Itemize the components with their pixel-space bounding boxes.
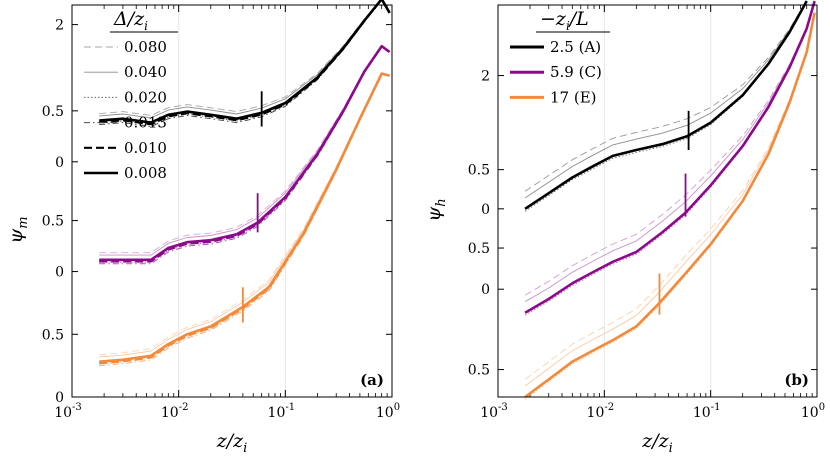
y-axis-label: ψh bbox=[423, 198, 449, 221]
y-axis-label: ψm bbox=[5, 216, 31, 243]
series-line-thin bbox=[524, 0, 816, 296]
y-tick-label: 0.5 bbox=[468, 363, 490, 379]
panel-label: (b) bbox=[784, 371, 809, 389]
legend-label: 0.010 bbox=[124, 139, 167, 157]
x-axis-label: z/zi bbox=[641, 430, 673, 456]
legend-label: 0.008 bbox=[124, 164, 167, 182]
y-tick-label: 0 bbox=[55, 265, 64, 281]
x-tick-label: 10-3 bbox=[480, 402, 508, 421]
legend-label: 0.013 bbox=[124, 114, 167, 132]
series-line-c bbox=[524, 0, 816, 314]
axes-frame bbox=[71, 4, 393, 398]
legend-label: 0.020 bbox=[124, 88, 167, 106]
panel-a: 10-3 10-2 10-1 100 0 0.5 0 0.5 0 0.5 2 ψm z/zi (a) Δ/z… bbox=[5, 0, 400, 456]
y-tick-label: 0 bbox=[481, 202, 490, 218]
series-line-e bbox=[524, 12, 816, 399]
y-tick-label: 0 bbox=[55, 390, 64, 406]
x-tick-label: 10-3 bbox=[54, 402, 82, 421]
x-tick-label: 10-2 bbox=[161, 402, 189, 421]
y-tick-label: 0.5 bbox=[42, 214, 64, 230]
legend: −zi/L 2.5 (A) 5.9 (C) 17 (E) bbox=[510, 8, 610, 106]
x-tick-label: 10-2 bbox=[587, 402, 615, 421]
legend-label: 17 (E) bbox=[550, 88, 597, 106]
series-line-c-solid-thick bbox=[99, 44, 391, 262]
series-line-thin bbox=[524, 12, 816, 400]
series-line-a bbox=[524, 0, 808, 210]
y-tick-label: 0 bbox=[481, 282, 490, 298]
legend-label: 0.080 bbox=[124, 38, 167, 56]
legend-title: Δ/zi bbox=[113, 8, 148, 33]
x-tick-label: 10-1 bbox=[268, 402, 296, 421]
axes-frame bbox=[497, 4, 818, 398]
legend-title: −zi/L bbox=[540, 8, 589, 33]
series-line-thin bbox=[524, 0, 808, 192]
legend-label: 0.040 bbox=[124, 63, 167, 81]
x-tick-label: 100 bbox=[801, 402, 825, 421]
x-tick-label: 10-1 bbox=[693, 402, 721, 421]
y-tick-label: 0.5 bbox=[42, 104, 64, 120]
legend-label: 2.5 (A) bbox=[550, 38, 601, 56]
y-tick-label: 2 bbox=[481, 69, 490, 85]
y-tick-label: 0.5 bbox=[42, 327, 64, 343]
series-line-c-dashed-thick bbox=[99, 45, 391, 263]
panel-b: 10-3 10-2 10-1 100 0.5 0 0.5 0 0.5 2 ψh z/zi (b) −zi/… bbox=[423, 0, 825, 456]
legend: Δ/zi 0.080 0.040 0.020 0.013 0.010 0.008 bbox=[84, 8, 178, 182]
y-tick-label: 0.5 bbox=[468, 241, 490, 257]
series-line-thin bbox=[524, 0, 808, 212]
x-tick-label: 100 bbox=[376, 402, 400, 421]
series-line-thin bbox=[524, 0, 808, 199]
y-tick-label: 0.5 bbox=[468, 163, 490, 179]
y-tick-label: 0 bbox=[55, 155, 64, 171]
y-tick-label: 2 bbox=[55, 18, 64, 34]
series-line-thin bbox=[524, 0, 816, 316]
panel-label: (a) bbox=[360, 371, 384, 389]
x-axis-label: z/zi bbox=[216, 430, 248, 456]
series-line-a-solid-thick bbox=[99, 0, 391, 124]
legend-label: 5.9 (C) bbox=[550, 63, 602, 81]
